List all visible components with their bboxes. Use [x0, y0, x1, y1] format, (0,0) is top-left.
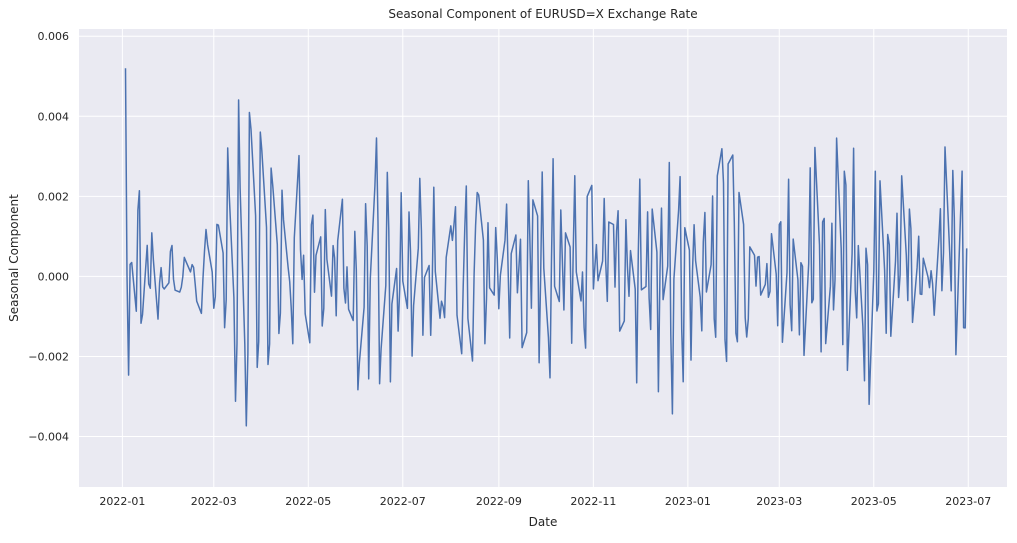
x-tick-labels: 2022-01 2022-03 2022-05 2022-07 2022-09 2022-… [99, 495, 991, 508]
x-tick-label: 2022-01 [99, 495, 145, 508]
x-axis-label: Date [529, 515, 558, 529]
y-tick-label: 0.004 [38, 110, 70, 123]
y-tick-label: 0.000 [38, 270, 70, 283]
series-line-seasonal [124, 68, 968, 427]
x-tick-label: 2022-11 [570, 495, 616, 508]
chart-title: Seasonal Component of EURUSD=X Exchange … [388, 7, 697, 21]
y-tick-label: 0.006 [38, 30, 70, 43]
y-tick-label: −0.002 [28, 350, 69, 363]
x-tick-label: 2022-07 [380, 495, 426, 508]
x-tick-label: 2022-03 [191, 495, 237, 508]
x-tick-label: 2023-03 [756, 495, 802, 508]
x-tick-label: 2022-05 [285, 495, 331, 508]
y-tick-label: −0.004 [28, 431, 69, 444]
y-tick-label: 0.002 [38, 190, 70, 203]
series-layer [124, 68, 968, 427]
x-tick-label: 2023-01 [665, 495, 711, 508]
y-tick-labels: −0.004 −0.002 0.000 0.002 0.004 0.006 [28, 30, 69, 443]
y-axis-label: Seasonal Component [7, 194, 21, 322]
x-tick-label: 2023-07 [945, 495, 991, 508]
x-tick-label: 2022-09 [476, 495, 522, 508]
x-tick-label: 2023-05 [851, 495, 897, 508]
